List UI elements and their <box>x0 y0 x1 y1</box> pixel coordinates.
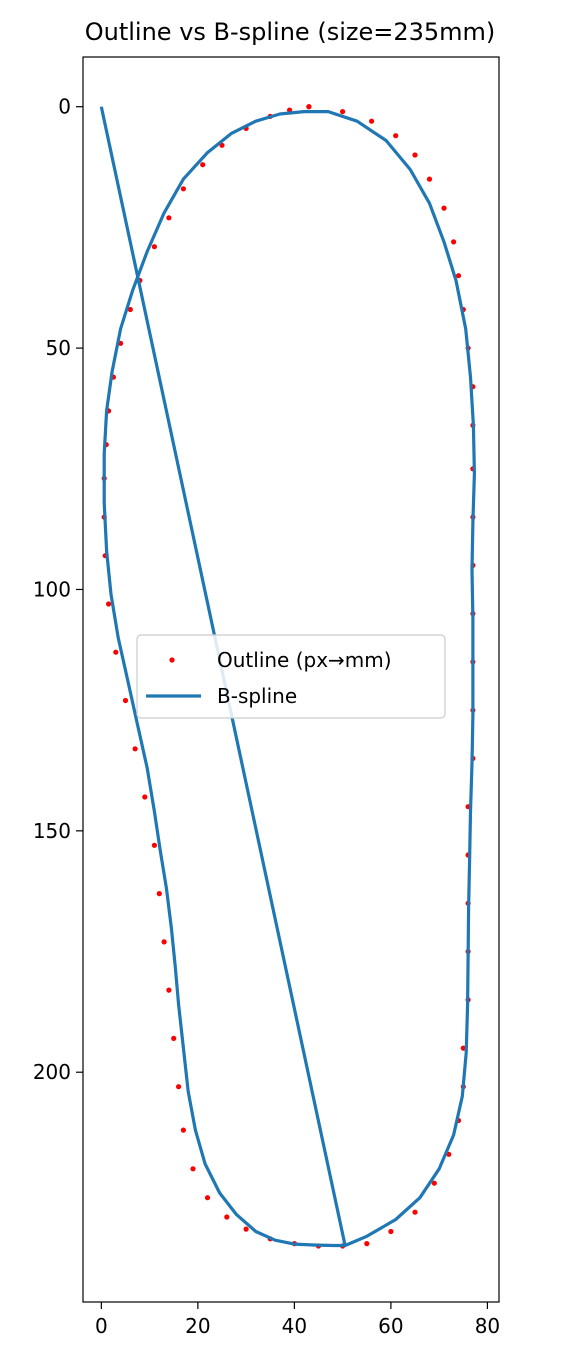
outline-point <box>113 649 119 655</box>
outline-point <box>171 1035 177 1041</box>
outline-point <box>151 842 157 848</box>
outline-point <box>176 1084 182 1090</box>
chart-title: Outline vs B-spline (size=235mm) <box>85 18 496 46</box>
legend-bspline-label: B-spline <box>217 684 297 708</box>
outline-point <box>364 1241 370 1247</box>
x-axis: 0 20 40 60 80 <box>95 1302 500 1338</box>
y-axis: 0 50 100 150 200 <box>33 95 83 1084</box>
outline-point <box>180 1127 186 1133</box>
outline-point <box>127 306 133 313</box>
outline-point <box>122 697 129 704</box>
outline-point <box>412 152 418 158</box>
outline-point <box>243 1226 249 1232</box>
outline-point <box>156 891 162 897</box>
x-tick-label: 0 <box>95 1314 108 1338</box>
outline-point <box>166 987 172 993</box>
outline-point <box>426 176 433 182</box>
legend: Outline (px→mm) B-spline <box>136 634 446 719</box>
outline-point <box>106 601 112 607</box>
bspline-series <box>99 106 476 1248</box>
y-tick-label: 200 <box>33 1060 71 1084</box>
outline-point <box>455 273 462 279</box>
x-tick-label: 20 <box>185 1314 210 1338</box>
bspline-line <box>99 106 476 1248</box>
outline-point <box>204 1195 211 1201</box>
outline-point <box>441 205 447 211</box>
outline-point <box>306 104 312 110</box>
axes-frame <box>82 56 500 1303</box>
x-tick-label: 60 <box>378 1314 403 1338</box>
outline-point <box>340 109 346 115</box>
legend-outline-marker <box>169 657 175 663</box>
x-tick-label: 40 <box>282 1314 307 1338</box>
outline-point <box>132 746 138 752</box>
outline-point <box>151 244 157 250</box>
y-tick-label: 150 <box>33 819 71 843</box>
x-tick-label: 80 <box>475 1314 500 1338</box>
outline-point <box>460 1045 466 1051</box>
outline-point <box>142 794 148 800</box>
outline-point <box>451 239 457 245</box>
outline-point <box>412 1209 418 1215</box>
outline-point <box>369 118 375 124</box>
outline-point <box>190 1166 196 1172</box>
legend-outline-label: Outline (px→mm) <box>217 648 392 672</box>
outline-point <box>161 939 167 945</box>
outline-point <box>180 186 186 192</box>
y-tick-label: 0 <box>58 95 71 119</box>
outline-point <box>431 1180 437 1186</box>
outline-point <box>224 1214 230 1220</box>
outline-point <box>393 133 399 139</box>
y-tick-label: 50 <box>46 336 71 360</box>
outline-point <box>388 1228 394 1235</box>
y-tick-label: 100 <box>33 577 71 601</box>
outline-point <box>200 162 206 168</box>
outline-point <box>166 215 172 221</box>
legend-box <box>136 634 446 719</box>
